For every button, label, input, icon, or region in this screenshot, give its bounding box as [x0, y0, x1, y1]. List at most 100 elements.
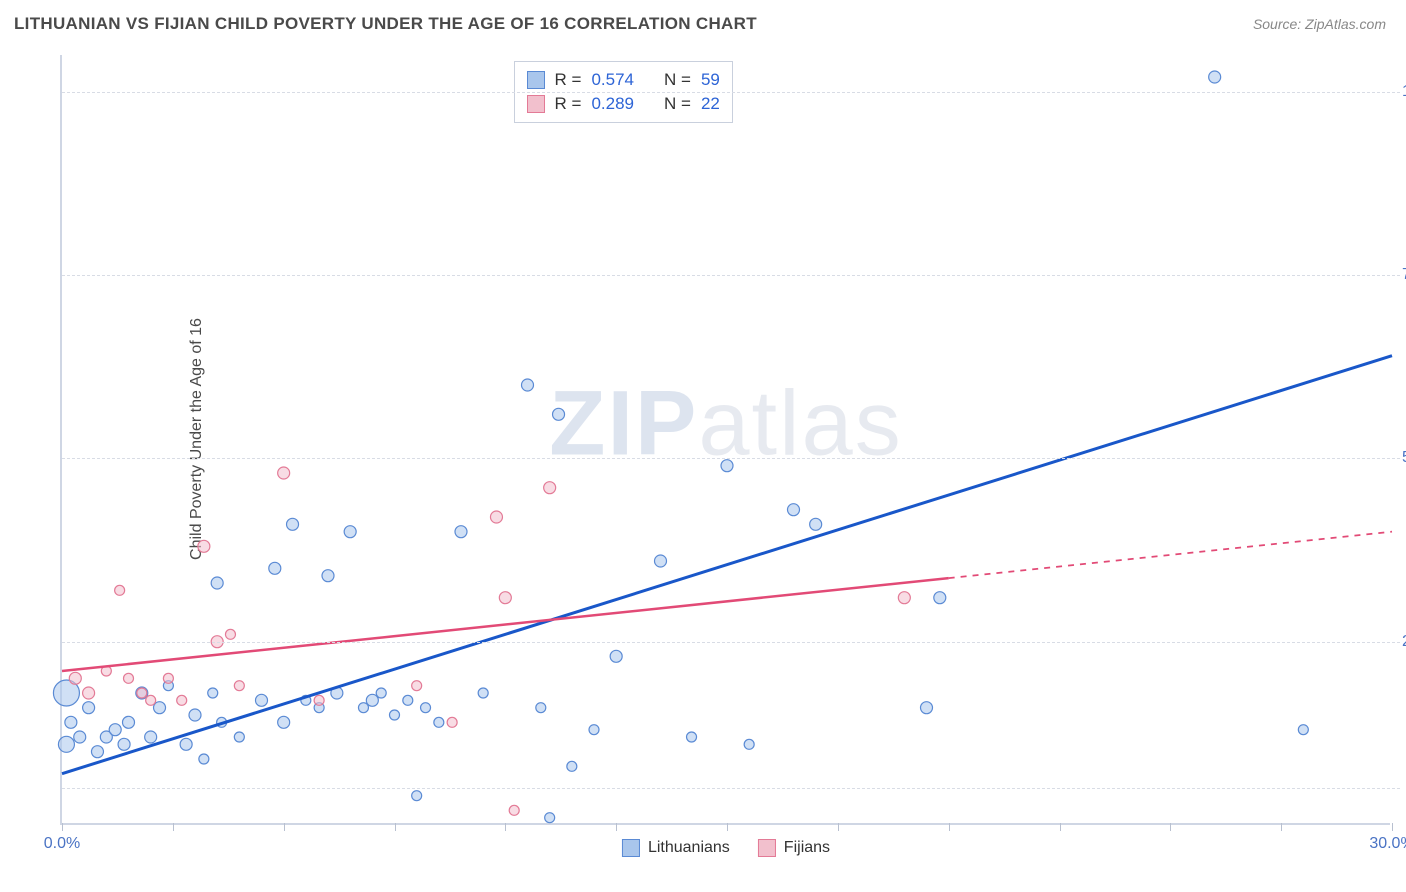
data-point [163, 673, 173, 683]
data-point [83, 702, 95, 714]
data-point [208, 688, 218, 698]
data-point [344, 526, 356, 538]
data-point [314, 695, 324, 705]
data-point [455, 526, 467, 538]
data-point [199, 754, 209, 764]
bottom-legend-item: Fijians [758, 839, 830, 857]
data-point [118, 738, 130, 750]
chart-header: LITHUANIAN VS FIJIAN CHILD POVERTY UNDER… [0, 0, 1406, 48]
data-point [589, 725, 599, 735]
y-tick-label: 25.0% [1402, 633, 1406, 651]
data-point [788, 504, 800, 516]
legend-swatch [622, 839, 640, 857]
data-point [69, 672, 81, 684]
legend-label: Lithuanians [648, 839, 730, 857]
y-tick-label: 75.0% [1402, 266, 1406, 284]
stat-legend-row: R = 0.574 N = 59 [527, 68, 720, 92]
data-point [269, 562, 281, 574]
gridline-h [62, 275, 1400, 276]
trend-line [62, 356, 1392, 774]
x-tick [616, 823, 617, 831]
data-point [1209, 71, 1221, 83]
data-point [403, 695, 413, 705]
stat-r-value: 0.289 [591, 94, 634, 114]
stat-n-label: N = [664, 70, 691, 90]
data-point [146, 695, 156, 705]
x-tick [1281, 823, 1282, 831]
data-point [447, 717, 457, 727]
x-tick [727, 823, 728, 831]
y-tick-label: 50.0% [1402, 449, 1406, 467]
data-point [65, 716, 77, 728]
data-point [412, 791, 422, 801]
data-point [366, 694, 378, 706]
data-point [322, 570, 334, 582]
plot-area: Child Poverty Under the Age of 16 ZIPatl… [60, 55, 1390, 825]
x-tick [62, 823, 63, 831]
legend-swatch [758, 839, 776, 857]
gridline-h [62, 458, 1400, 459]
data-point [810, 518, 822, 530]
data-point [180, 738, 192, 750]
data-point [234, 681, 244, 691]
stat-r-value: 0.574 [591, 70, 634, 90]
data-point [721, 460, 733, 472]
data-point [434, 717, 444, 727]
data-point [655, 555, 667, 567]
data-point [934, 592, 946, 604]
data-point [376, 688, 386, 698]
source-attribution: Source: ZipAtlas.com [1253, 16, 1386, 32]
x-tick [838, 823, 839, 831]
stat-r-label: R = [555, 70, 582, 90]
data-point [921, 702, 933, 714]
data-point [154, 702, 166, 714]
x-tick [1170, 823, 1171, 831]
data-point [478, 688, 488, 698]
chart-svg [62, 55, 1390, 823]
stat-n-value: 22 [701, 94, 720, 114]
data-point [83, 687, 95, 699]
x-tick [173, 823, 174, 831]
x-tick-label: 0.0% [44, 835, 80, 853]
x-tick-label: 30.0% [1369, 835, 1406, 853]
data-point [234, 732, 244, 742]
stat-n-value: 59 [701, 70, 720, 90]
data-point [256, 694, 268, 706]
data-point [74, 731, 86, 743]
data-point [198, 540, 210, 552]
data-point [225, 629, 235, 639]
data-point [58, 736, 74, 752]
data-point [189, 709, 201, 721]
gridline-h [62, 92, 1400, 93]
data-point [177, 695, 187, 705]
stat-n-label: N = [664, 94, 691, 114]
data-point [137, 688, 147, 698]
source-link[interactable]: ZipAtlas.com [1305, 16, 1386, 32]
data-point [390, 710, 400, 720]
data-point [509, 805, 519, 815]
chart-title: LITHUANIAN VS FIJIAN CHILD POVERTY UNDER… [14, 14, 757, 34]
trend-line-extrapolated [949, 532, 1392, 578]
data-point [499, 592, 511, 604]
legend-swatch [527, 71, 545, 89]
data-point [123, 716, 135, 728]
data-point [490, 511, 502, 523]
data-point [412, 681, 422, 691]
x-tick [505, 823, 506, 831]
data-point [124, 673, 134, 683]
data-point [91, 746, 103, 758]
legend-swatch [527, 95, 545, 113]
data-point [287, 518, 299, 530]
x-tick [949, 823, 950, 831]
data-point [522, 379, 534, 391]
legend-label: Fijians [784, 839, 830, 857]
data-point [898, 592, 910, 604]
gridline-h [62, 788, 1400, 789]
stat-r-label: R = [555, 94, 582, 114]
bottom-legend: Lithuanians Fijians [622, 839, 830, 857]
data-point [744, 739, 754, 749]
data-point [544, 482, 556, 494]
data-point [553, 408, 565, 420]
x-tick [1392, 823, 1393, 831]
data-point [545, 813, 555, 823]
